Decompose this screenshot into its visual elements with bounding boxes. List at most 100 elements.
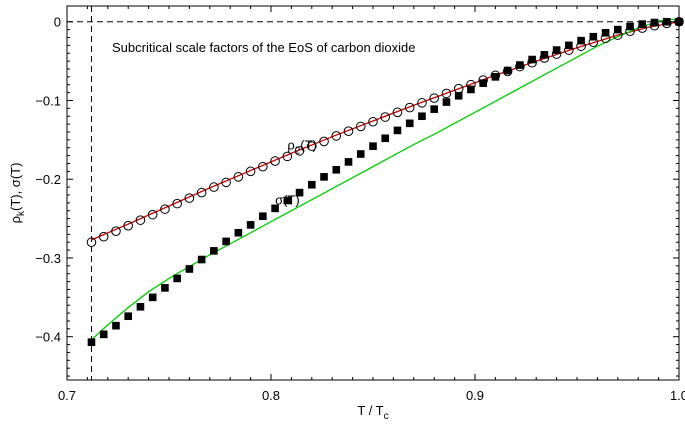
sigma-point [99, 330, 108, 339]
sigma-point [356, 150, 365, 158]
sigma-point [454, 91, 463, 100]
plot-frame-layer [66, 5, 680, 381]
sigma-point [405, 119, 414, 128]
sigma-point [442, 98, 451, 106]
sigma-point [369, 142, 377, 150]
rho2-point [380, 112, 391, 122]
reference-lines-layer [67, 6, 679, 380]
sigma-point [430, 105, 438, 113]
sigma-point [626, 22, 634, 31]
sigma-point [259, 212, 267, 221]
y-tick-label: −0.1 [35, 93, 61, 108]
series-annotation-2: σ(T) [275, 192, 300, 207]
sigma-point [418, 112, 426, 121]
rho2-point [319, 136, 329, 147]
rho2-point [98, 231, 109, 242]
sigma-point [650, 18, 659, 27]
rho2-point [184, 193, 195, 203]
sigma-point [283, 196, 292, 205]
rho2-point [294, 146, 305, 156]
annotations-layer: ρ2(T) σ(T) [275, 137, 317, 207]
rho2-point [172, 198, 182, 209]
sigma-point [503, 66, 512, 75]
sigma-point [246, 221, 255, 229]
sigma-point [479, 79, 487, 87]
plot-frame [66, 5, 680, 381]
sigma-point [393, 126, 402, 135]
sigma-point [197, 255, 206, 264]
sigma-point [577, 36, 585, 45]
rho2-point [233, 172, 244, 182]
chart-title: Subcritical scale factors of the EoS of … [112, 40, 416, 55]
axis-labels-layer: T / Tc ρk(T), σ(T) [8, 163, 389, 422]
sigma-point [136, 302, 145, 311]
rho2-point [404, 102, 415, 113]
sigma-point [381, 134, 390, 143]
sigma-point [528, 55, 536, 64]
sigma-point [552, 46, 561, 54]
series-annotation-1: ρ2(T) [287, 137, 317, 156]
sigma-point [589, 32, 598, 41]
x-tick-label: 0.7 [58, 388, 76, 403]
rho2-point [135, 215, 146, 225]
sigma-point [112, 321, 120, 330]
fit-curves-layer [91, 18, 680, 341]
sigma-point [467, 85, 475, 94]
rho2-point [123, 220, 133, 231]
sigma-point [271, 204, 279, 213]
sigma-point [491, 73, 500, 81]
rho2-point [258, 161, 268, 172]
sigma-point [173, 274, 181, 283]
sigma-point [185, 265, 194, 273]
rho2-point [417, 98, 427, 108]
rho2-point [282, 151, 293, 162]
x-axis-label: T / Tc [357, 403, 388, 422]
rho2-point [270, 156, 280, 166]
y-tick-label: −0.4 [35, 330, 61, 345]
sigma-point [124, 312, 132, 321]
x-tick-label: 0.9 [466, 388, 484, 403]
rho2-point [429, 93, 440, 103]
rho2-point [392, 107, 403, 118]
data-points-layer [86, 16, 684, 347]
sigma-point [210, 247, 218, 255]
sigma-point [614, 25, 622, 34]
rho2-point [209, 182, 219, 192]
rho2-point [160, 204, 170, 214]
sigma-point [222, 237, 230, 246]
rho2-point [196, 187, 207, 198]
x-tick-label: 0.8 [262, 388, 280, 403]
y-tick-label: −0.3 [35, 251, 61, 266]
sigma-point [161, 284, 169, 292]
rho2-point [331, 131, 342, 141]
sigma-point [565, 41, 573, 50]
fit-curve-2 [91, 18, 679, 341]
rho2-point [343, 126, 354, 136]
sigma-point [87, 338, 96, 347]
sigma-point [295, 188, 304, 197]
rho2-point [307, 141, 317, 151]
rho2-point [245, 166, 256, 177]
sigma-point [344, 158, 353, 166]
sigma-point [320, 173, 328, 181]
rho2-point [111, 226, 121, 236]
y-tick-label: −0.2 [35, 172, 61, 187]
sigma-point [540, 51, 549, 59]
y-axis-label: ρk(T), σ(T) [8, 163, 27, 224]
rho2-point [368, 116, 378, 127]
sigma-point [332, 165, 341, 174]
rho2-point [147, 209, 158, 220]
sigma-point [638, 20, 647, 28]
rho2-point [441, 88, 452, 99]
rho2-point [355, 121, 366, 132]
x-tick-label: 1.0 [670, 388, 685, 403]
sigma-point [148, 293, 157, 302]
ticks-layer: 0.7 0.8 0.9 1.0 0 −0.1 −0.2 −0.3 −0.4 [35, 6, 685, 403]
rho2-point [221, 177, 231, 188]
sigma-point [234, 228, 243, 237]
rho2-point [86, 237, 97, 248]
sigma-point [601, 28, 610, 37]
y-tick-label: 0 [54, 15, 61, 30]
